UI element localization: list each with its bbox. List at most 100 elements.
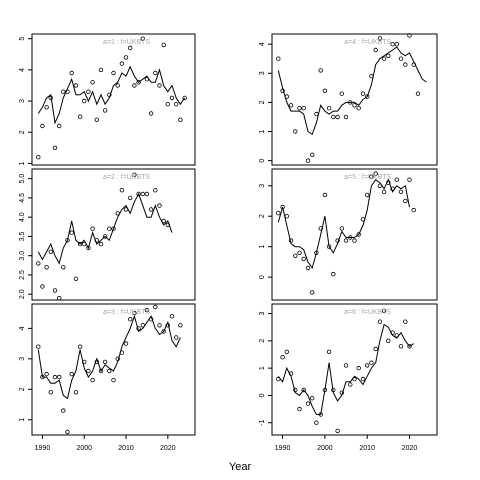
data-point xyxy=(136,326,141,331)
data-point xyxy=(165,222,170,228)
data-point xyxy=(381,189,387,194)
data-point xyxy=(115,356,120,361)
data-point xyxy=(394,42,399,47)
data-point xyxy=(148,207,154,212)
data-point xyxy=(165,101,170,107)
fit-line xyxy=(37,314,181,400)
data-point xyxy=(305,401,311,406)
data-point xyxy=(107,368,112,374)
data-point xyxy=(318,226,323,231)
data-point xyxy=(102,234,108,239)
data-point xyxy=(335,114,340,120)
data-point xyxy=(377,183,383,188)
panel-frame xyxy=(31,168,196,301)
data-point xyxy=(331,387,336,393)
panel-frame xyxy=(31,303,196,436)
x-tick-label: 1990 xyxy=(275,445,291,452)
y-tick-label: 3.5 xyxy=(19,231,26,241)
data-point xyxy=(94,117,99,122)
fit-line xyxy=(37,192,173,265)
x-tick-label: 2000 xyxy=(317,445,333,452)
data-point xyxy=(107,92,112,97)
data-point xyxy=(322,192,328,198)
data-point xyxy=(318,412,323,417)
panel-frame xyxy=(271,303,438,436)
data-point xyxy=(127,45,133,51)
data-point xyxy=(314,250,319,255)
y-tick-label: 4.5 xyxy=(19,193,26,203)
data-point xyxy=(305,158,311,163)
data-point xyxy=(86,89,91,94)
data-point xyxy=(369,73,374,79)
data-point xyxy=(348,100,353,105)
data-point xyxy=(36,154,41,160)
data-point xyxy=(157,203,162,208)
y-tick-label: 1 xyxy=(19,161,26,165)
data-point xyxy=(326,105,332,111)
data-point xyxy=(98,67,104,73)
fit-line xyxy=(277,323,414,415)
x-tick-label: 1990 xyxy=(35,445,51,452)
data-point xyxy=(36,261,41,266)
y-tick-label: 2 xyxy=(259,214,266,218)
data-point xyxy=(132,310,137,316)
panel-label: a=5 : f=UKBTS xyxy=(344,174,391,181)
data-point xyxy=(365,363,370,368)
data-point xyxy=(77,241,83,247)
data-point xyxy=(48,95,53,101)
data-point xyxy=(57,295,62,301)
y-tick-label: 5 xyxy=(19,37,26,41)
data-point xyxy=(73,83,79,88)
data-point xyxy=(322,387,328,393)
data-point xyxy=(157,323,162,328)
data-point xyxy=(411,207,416,213)
data-point xyxy=(318,68,323,73)
data-point xyxy=(407,33,412,38)
data-point xyxy=(169,95,175,101)
data-point xyxy=(381,308,387,313)
data-point xyxy=(65,429,70,435)
data-point xyxy=(48,390,53,395)
data-point xyxy=(140,36,145,41)
data-point xyxy=(123,207,129,212)
data-point xyxy=(343,114,349,120)
data-point xyxy=(136,191,141,197)
data-point xyxy=(178,117,183,122)
panel-3: 2.0 2.5 3.0 3.5 4.0 4.5 5.0 a=2 : f=UKBTS xyxy=(19,168,196,301)
data-point xyxy=(293,253,298,258)
data-point xyxy=(144,76,150,82)
data-point xyxy=(119,350,125,355)
data-point xyxy=(161,329,166,334)
data-point xyxy=(52,374,58,380)
data-point xyxy=(132,83,137,88)
y-tick-label: 0 xyxy=(259,159,266,163)
data-point xyxy=(73,276,79,281)
data-point xyxy=(65,238,70,243)
fit-line xyxy=(277,178,410,270)
data-point xyxy=(44,371,49,377)
y-tick-label: 4 xyxy=(19,326,26,330)
data-point xyxy=(69,230,74,235)
data-point xyxy=(343,363,349,368)
data-point xyxy=(356,365,361,371)
data-point xyxy=(61,89,66,94)
data-point xyxy=(305,265,311,271)
data-point xyxy=(288,103,294,108)
data-point xyxy=(276,56,281,61)
data-point xyxy=(169,314,175,319)
y-tick-label: 5.0 xyxy=(19,174,26,184)
data-point xyxy=(90,226,95,231)
data-point xyxy=(348,382,353,387)
data-point xyxy=(284,94,289,99)
data-point xyxy=(123,55,129,60)
data-point xyxy=(119,187,125,193)
panel-frame xyxy=(271,33,438,166)
y-tick-label: 3 xyxy=(19,99,26,103)
data-point xyxy=(98,368,104,374)
panel-5: 1 2 3 4 1990 2000 2010 2020 a=3 : f=UKBTS xyxy=(19,303,196,452)
data-point xyxy=(40,284,45,289)
data-point xyxy=(326,244,332,249)
data-point xyxy=(360,376,366,382)
data-point xyxy=(398,56,404,61)
